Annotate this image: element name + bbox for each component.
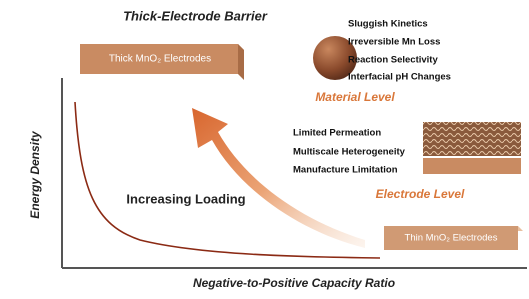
thick-label: Thick MnO₂ Electrodes [109,54,211,65]
material-item: Interfacial pH Changes [348,72,451,83]
y-axis-label: Energy Density [28,130,42,219]
electrode-item: Limited Permeation [293,128,381,139]
material-item: Sluggish Kinetics [348,19,428,30]
material-item: Reaction Selectivity [348,55,438,66]
slab-side [238,44,244,80]
thin-label: Thin MnO₂ Electrodes [405,233,498,244]
diagram: Thick-Electrode Barrier Energy Density N… [0,0,529,294]
porous-layer [423,122,521,156]
electrode-level: Electrode Level [376,187,465,201]
arrow-label: Increasing Loading [126,191,245,206]
substrate [423,158,521,174]
title: Thick-Electrode Barrier [123,8,268,23]
electrode-item: Manufacture Limitation [293,165,398,176]
x-axis-label: Negative-to-Positive Capacity Ratio [193,276,395,290]
material-item: Irreversible Mn Loss [348,37,440,48]
electrode-item: Multiscale Heterogeneity [293,147,406,158]
material-level: Material Level [315,90,395,104]
